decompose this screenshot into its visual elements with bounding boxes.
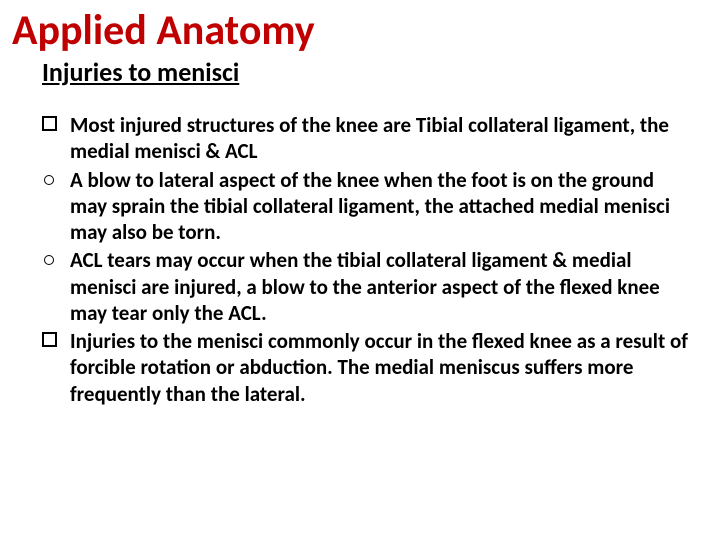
list-item: Most injured structures of the knee are … bbox=[42, 112, 690, 165]
circle-bullet-icon bbox=[44, 175, 54, 185]
list-item-text: ACL tears may occur when the tibial coll… bbox=[70, 247, 660, 326]
content-list: Most injured structures of the knee are … bbox=[0, 88, 720, 407]
circle-bullet-icon bbox=[44, 255, 54, 265]
list-item: A blow to lateral aspect of the knee whe… bbox=[42, 167, 690, 246]
square-bullet-icon bbox=[42, 332, 57, 347]
list-item-text: A blow to lateral aspect of the knee whe… bbox=[70, 167, 670, 246]
list-item-text: Injuries to the menisci commonly occur i… bbox=[70, 328, 688, 407]
list-item-text: Most injured structures of the knee are … bbox=[70, 112, 669, 164]
main-title: Applied Anatomy bbox=[0, 0, 720, 54]
square-bullet-icon bbox=[42, 116, 57, 131]
sub-title: Injuries to menisci bbox=[0, 54, 720, 88]
list-item: Injuries to the menisci commonly occur i… bbox=[42, 328, 690, 407]
list-item: ACL tears may occur when the tibial coll… bbox=[42, 247, 690, 326]
